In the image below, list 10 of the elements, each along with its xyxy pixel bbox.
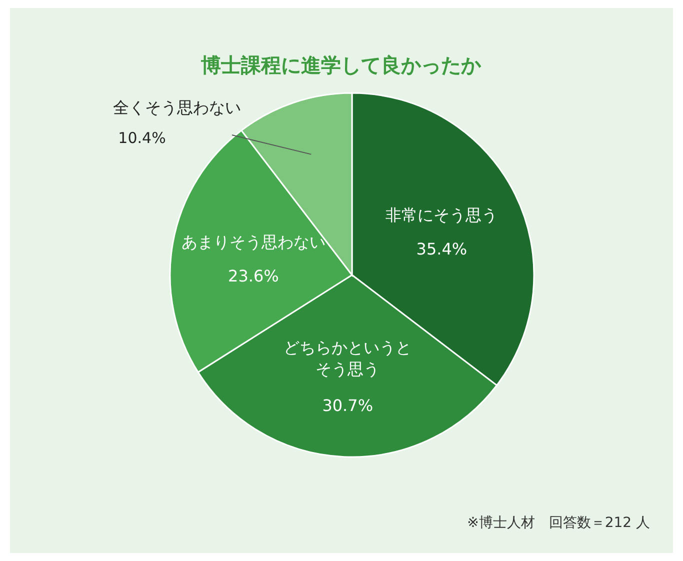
slice-label: 非常にそう思う <box>386 206 498 225</box>
data-label: 35.4% <box>416 240 468 259</box>
slice-label: 全くそう思わない <box>113 98 241 117</box>
data-label: 10.4% <box>118 129 166 147</box>
data-label: 23.6% <box>228 266 279 286</box>
slice-label: あまりそう思わない <box>181 232 326 252</box>
data-label: 30.7% <box>322 396 374 416</box>
text: ※博士人材 回答数＝212 人 <box>467 515 650 531</box>
chart-title: 博士課程に進学して良かったか <box>200 53 482 77</box>
slice-label: どちらかというとそう思う <box>284 338 412 379</box>
